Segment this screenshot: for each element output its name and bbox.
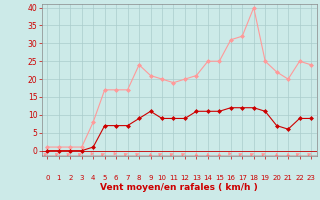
- X-axis label: Vent moyen/en rafales ( km/h ): Vent moyen/en rafales ( km/h ): [100, 183, 258, 192]
